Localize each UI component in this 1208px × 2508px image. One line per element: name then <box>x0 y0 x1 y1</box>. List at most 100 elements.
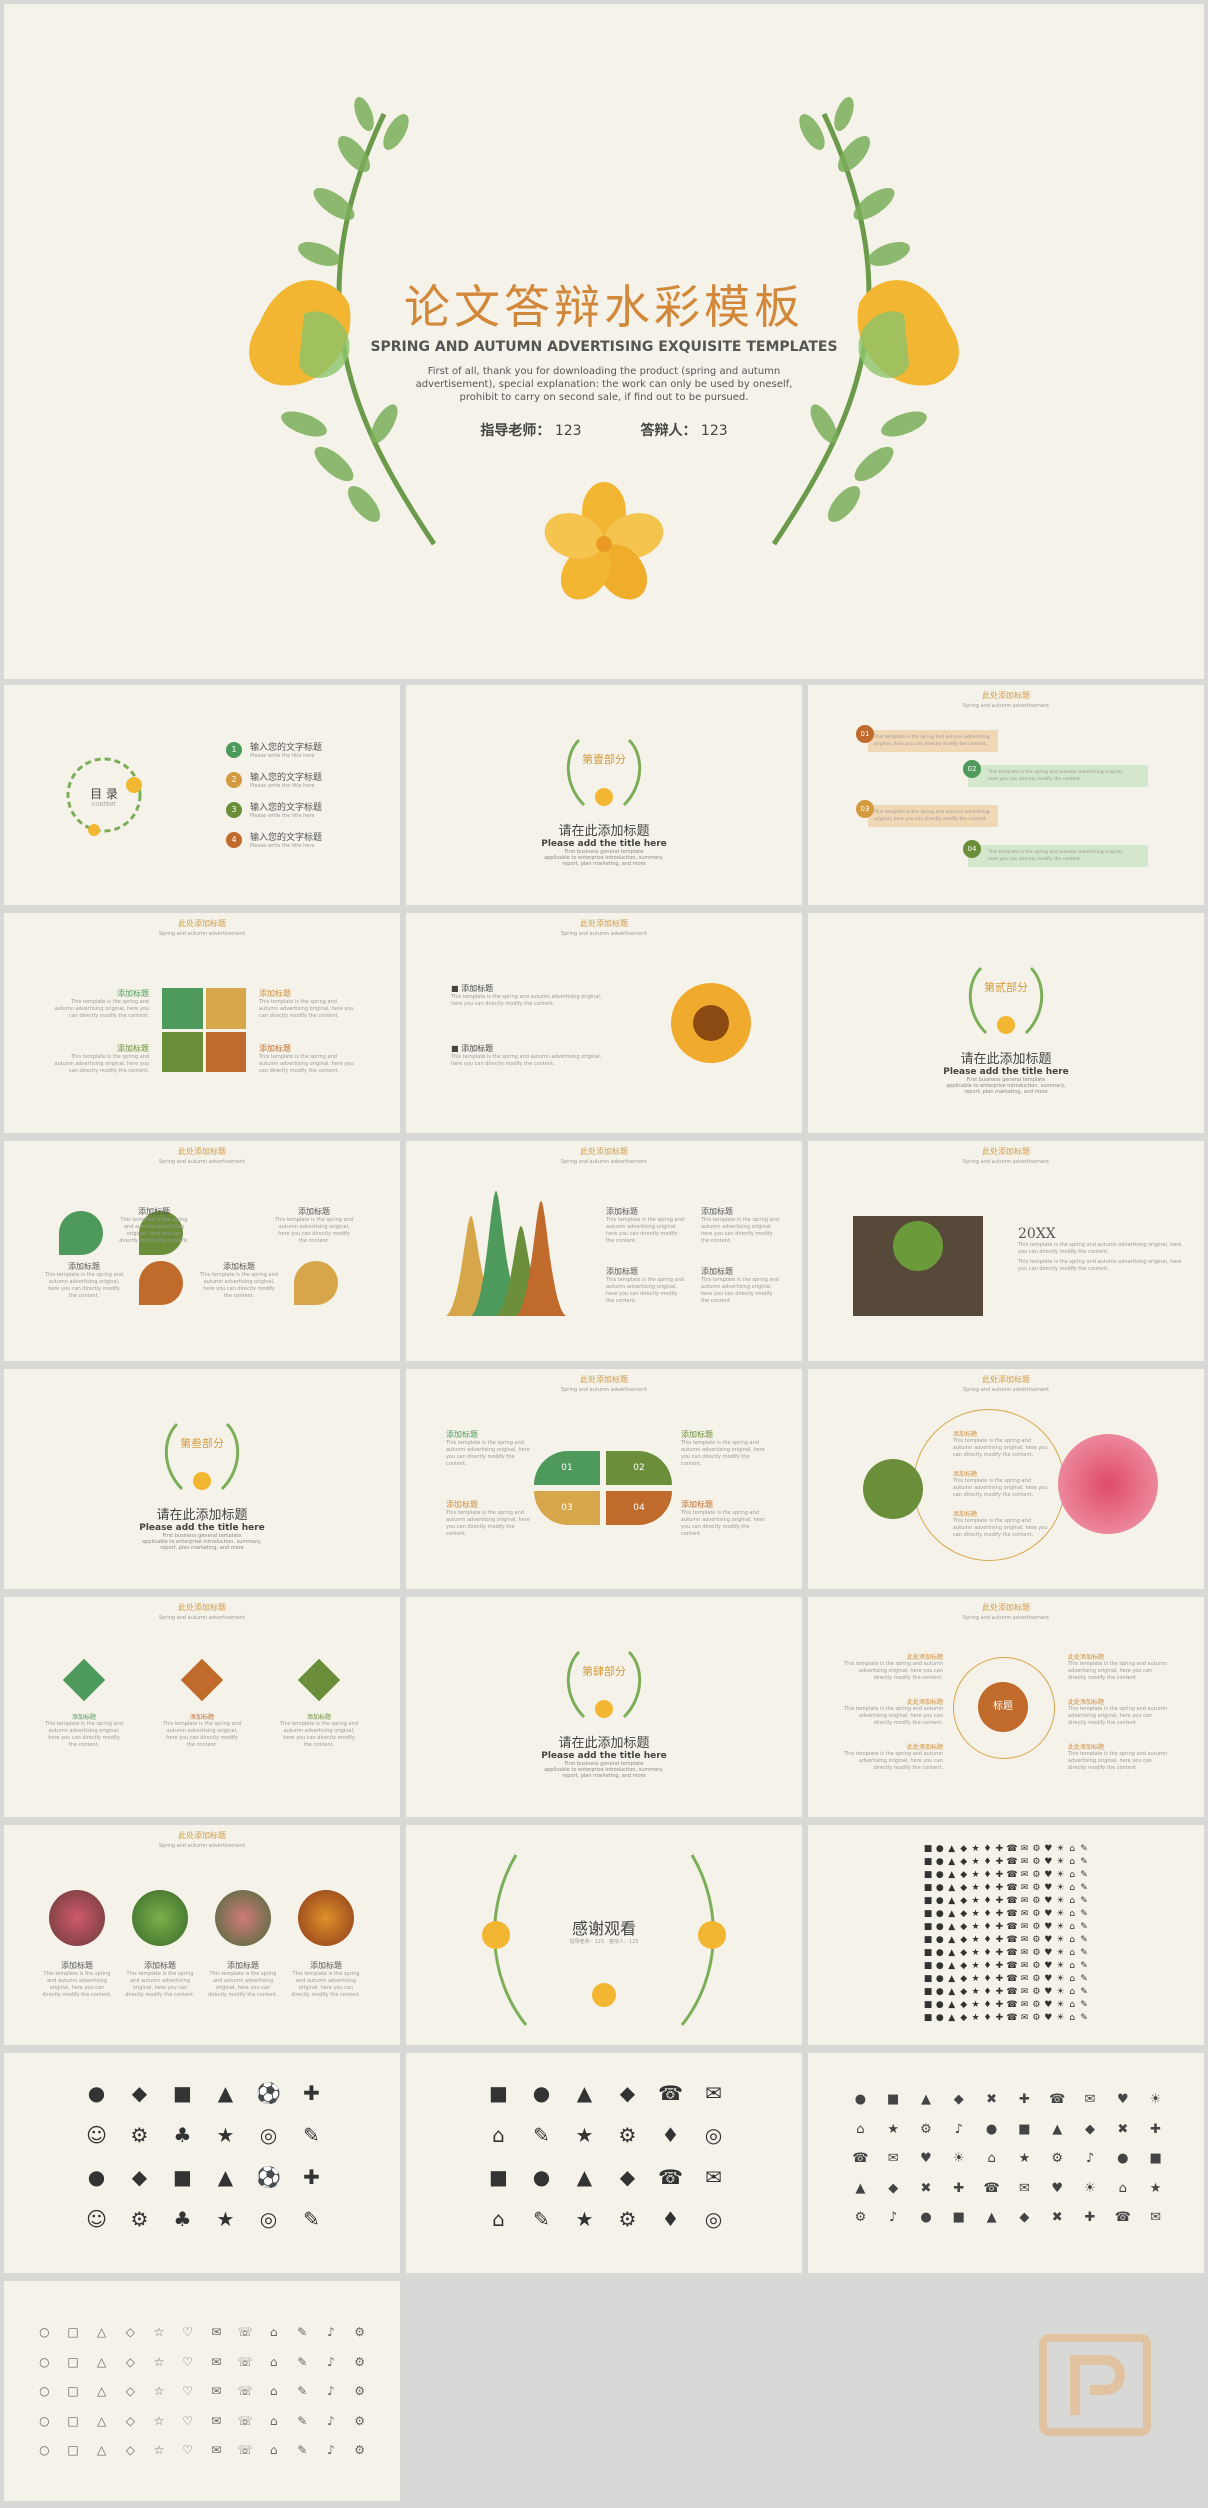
slide-flower-text[interactable]: 此处添加标题 Spring and autumn advertisement ■ … <box>406 913 802 1133</box>
glyph-icon: ☎ <box>983 2180 1000 2196</box>
glyph-icon: ◇ <box>125 2443 135 2458</box>
toc-item-sub: Please write the title here <box>250 843 315 849</box>
glyph-icon: ▲ <box>948 1922 956 1932</box>
quadrant[interactable]: 03 <box>534 1491 600 1525</box>
slide-outline-icons[interactable]: ○ □ △ ◇ ☆ ♡ ✉ ☏ ⌂ ✎ ♪ ⚙ ○ □ △ ◇ ☆ ♡ ✉ ☏ ⌂ ✎ ♪ ⚙ ○ □ △ ◇ ☆ ♡ ✉ ☏ ⌂ ✎ ♪ ⚙ ○ □ △ ◇… <box>4 2281 400 2501</box>
slide-edu-icons[interactable]: ● ◆ ■ ▲ ⚽ ✚ ☺ ⚙ ♣ ★ ◎ ✎ ● ◆ ■ ▲ ⚽ ✚ ☺ ⚙ ♣ ★ ◎ ✎ <box>4 2053 400 2273</box>
glyph-icon: ♦ <box>661 2207 680 2231</box>
film-icon[interactable] <box>863 1459 923 1519</box>
glyph-icon: ▲ <box>217 2081 234 2105</box>
slide-diamonds[interactable]: 此处添加标题 Spring and autumn advertisement 添加… <box>4 1597 400 1817</box>
glyph-icon: ✚ <box>953 2180 965 2196</box>
puzzle-piece[interactable] <box>205 988 246 1029</box>
glyph-icon: ★ <box>971 1870 980 1880</box>
slide-section-3[interactable]: 第叁部分 请在此添加标题 Please add the title here F… <box>4 1369 400 1589</box>
glyph-icon: ✉ <box>1020 1844 1029 1854</box>
glyph-icon: ☆ <box>153 2443 165 2458</box>
flow-box[interactable]: This template is the spring and autumn a… <box>868 730 998 752</box>
tag-icon[interactable] <box>297 1658 341 1702</box>
glyph-icon: ◆ <box>960 1870 968 1880</box>
section-desc: First business general template <box>564 1761 644 1767</box>
glyph-icon: ✎ <box>1080 1948 1088 1958</box>
item-text: This template is the spring and autumn a… <box>54 999 149 1019</box>
teacher-label: 指导老师： <box>480 423 551 439</box>
glyph-icon: ♥ <box>1044 1883 1053 1893</box>
slide-ui-icons[interactable]: ● ■ ▲ ◆ ✖ ✚ ☎ ✉ ♥ ☀ ⌂ ★ ⚙ ♪ ● ■ ▲ ◆ ✖ ✚ ☎ ✉ ♥ ☀ ⌂ ★ ⚙ ♪ ● ■ ▲ ◆ ✖ ✚ ☎ ✉ ♥ ☀ ⌂ ★… <box>808 2053 1204 2273</box>
quadrant[interactable]: 01 <box>534 1451 600 1485</box>
glyph-icon: ★ <box>887 2121 900 2137</box>
glyph-icon: ▲ <box>948 1948 956 1958</box>
glyph-icon: ● <box>935 1844 944 1854</box>
network-icon[interactable] <box>59 1211 103 1255</box>
glyph-icon: ◎ <box>704 2123 723 2147</box>
slide-icon-collage[interactable]: ■ ● ▲ ◆ ★ ♦ ✚ ☎ ✉ ⚙ ♥ ☀ ⌂ ✎ ■ ● ▲ ◆ ★ ♦ ✚ ☎ ✉ ⚙ ♥ ☀ ⌂ ✎ ■ ● ▲ ◆ ★ ♦ ✚ ☎ ✉ ⚙ ♥ ☀… <box>808 1825 1204 2045</box>
glyph-icon: ⌂ <box>1069 1922 1075 1932</box>
link-icon[interactable] <box>180 1658 224 1702</box>
toc-item[interactable]: 2 输入您的文字标题 Please write the title here <box>226 765 322 795</box>
slide-section-1[interactable]: 第壹部分 请在此添加标题 Please add the title here F… <box>406 685 802 905</box>
glyph-icon: ◆ <box>960 1948 968 1958</box>
glyph-icon: ⚽ <box>256 2165 281 2189</box>
slide-toc[interactable]: 目 录 CONTENT 1 输入您的文字标题 Please write the t… <box>4 685 400 905</box>
hub-center[interactable]: 标题 <box>978 1682 1028 1732</box>
flower-icon <box>544 482 664 600</box>
glyph-icon: ◇ <box>125 2413 135 2428</box>
puzzle-piece[interactable] <box>162 988 203 1029</box>
slide-thanks[interactable]: 感谢观看 指导老师：123 答辩人：123 <box>406 1825 802 2045</box>
glyph-icon: ☎ <box>852 2151 869 2167</box>
glyph-icon: □ <box>67 2325 79 2339</box>
item-title: 添加标题 <box>953 1511 978 1518</box>
item-title: 添加标题 <box>259 1044 291 1053</box>
lock-icon[interactable] <box>62 1658 106 1702</box>
slide-header-en: Spring and autumn advertisement <box>560 1387 648 1393</box>
section-title-en: Please add the title here <box>541 1751 667 1761</box>
toc-item[interactable]: 4 输入您的文字标题 Please write the title here <box>226 825 322 855</box>
glyph-icon: ⚙ <box>1032 1857 1041 1867</box>
toc-item[interactable]: 3 输入您的文字标题 Please write the title here <box>226 795 322 825</box>
slide-peaks[interactable]: 此处添加标题 Spring and autumn advertisement 添加… <box>406 1141 802 1361</box>
glyph-icon: ★ <box>575 2123 594 2147</box>
puzzle-piece[interactable] <box>162 1031 203 1072</box>
item-title: 此处添加标题 <box>906 1744 943 1751</box>
cover-desc: advertisement), special explanation: the… <box>415 379 793 390</box>
flow-box[interactable]: This template is the spring and autumn a… <box>868 805 998 827</box>
glyph-icon: ♥ <box>1044 1896 1053 1906</box>
item-title: 添加标题 <box>227 1961 259 1970</box>
glyph-icon: ☆ <box>153 2413 165 2428</box>
slide-school-icons[interactable]: ■ ● ▲ ◆ ☎ ✉ ⌂ ✎ ★ ⚙ ♦ ◎ ■ ● ▲ ◆ ☎ ✉ ⌂ ✎ ★ ⚙ ♦ ◎ <box>406 2053 802 2273</box>
flow-box[interactable]: This template is the spring and autumn a… <box>968 845 1148 867</box>
item-text: This template is the spring and autumn a… <box>606 1277 684 1304</box>
puzzle-piece[interactable] <box>205 1031 246 1072</box>
slide-flow[interactable]: 此处添加标题 Spring and autumn advertisement Th… <box>808 685 1204 905</box>
slide-section-4[interactable]: 第肆部分 请在此添加标题 Please add the title here F… <box>406 1597 802 1817</box>
slide-icons-4[interactable]: 此处添加标题 Spring and autumn advertisement 添加… <box>4 1141 400 1361</box>
flow-box[interactable]: This template is the spring and autumn a… <box>968 765 1148 787</box>
quadrant[interactable]: 04 <box>606 1491 672 1525</box>
slide-circle[interactable]: 此处添加标题 Spring and autumn advertisement 添加… <box>808 1369 1204 1589</box>
glyph-icon: ■ <box>173 2081 192 2105</box>
quadrant[interactable]: 02 <box>606 1451 672 1485</box>
slide-quadrant[interactable]: 此处添加标题 Spring and autumn advertisement 01… <box>406 1369 802 1589</box>
teacher-value: 123 <box>554 423 582 439</box>
flow-text: This template is the spring and autumn a… <box>988 850 1124 862</box>
laptop-icon[interactable] <box>294 1261 338 1305</box>
slide-puzzle[interactable]: 此处添加标题 Spring and autumn advertisement 添加… <box>4 913 400 1133</box>
glyph-icon: ♥ <box>1044 1870 1053 1880</box>
slide-20xx[interactable]: 此处添加标题 Spring and autumn advertisement 20… <box>808 1141 1204 1361</box>
chart-icon[interactable] <box>139 1211 183 1255</box>
glyph-icon: ▲ <box>948 1870 956 1880</box>
glyph-icon: ■ <box>489 2081 508 2105</box>
glyph-icon: ◆ <box>960 1987 968 1997</box>
glyph-icon: ★ <box>971 1896 980 1906</box>
cover-slide[interactable]: 论文答辩水彩模板 SPRING AND AUTUMN ADVERTISING E… <box>4 4 1204 679</box>
slide-hub[interactable]: 此处添加标题 Spring and autumn advertisement 标题… <box>808 1597 1204 1817</box>
glyph-icon: ✚ <box>1084 2210 1096 2226</box>
glyph-icon: ✉ <box>1084 2092 1096 2107</box>
slide-section-2[interactable]: 第贰部分 请在此添加标题 Please add the title here F… <box>808 913 1204 1133</box>
thanks-student: 答辩人：123 <box>608 1939 639 1945</box>
slide-photos[interactable]: 此处添加标题 Spring and autumn advertisement 添加… <box>4 1825 400 2045</box>
glyph-icon: ♦ <box>983 1909 992 1919</box>
people-icon[interactable] <box>139 1261 183 1305</box>
toc-item[interactable]: 1 输入您的文字标题 Please write the title here <box>226 735 322 765</box>
glyph-icon: ★ <box>971 1961 980 1971</box>
